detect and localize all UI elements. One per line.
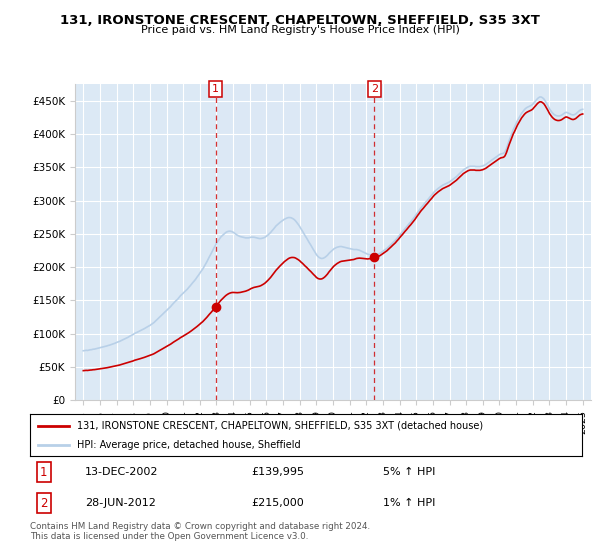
Text: 5% ↑ HPI: 5% ↑ HPI — [383, 467, 436, 477]
Text: 13-DEC-2002: 13-DEC-2002 — [85, 467, 158, 477]
Text: £215,000: £215,000 — [251, 498, 304, 508]
Text: £139,995: £139,995 — [251, 467, 304, 477]
Text: 131, IRONSTONE CRESCENT, CHAPELTOWN, SHEFFIELD, S35 3XT: 131, IRONSTONE CRESCENT, CHAPELTOWN, SHE… — [60, 14, 540, 27]
Text: Price paid vs. HM Land Registry's House Price Index (HPI): Price paid vs. HM Land Registry's House … — [140, 25, 460, 35]
Text: 2: 2 — [40, 497, 47, 510]
Text: This data is licensed under the Open Government Licence v3.0.: This data is licensed under the Open Gov… — [30, 532, 308, 541]
Text: 1: 1 — [212, 84, 219, 94]
Text: 1% ↑ HPI: 1% ↑ HPI — [383, 498, 436, 508]
Text: 1: 1 — [40, 465, 47, 479]
Text: 131, IRONSTONE CRESCENT, CHAPELTOWN, SHEFFIELD, S35 3XT (detached house): 131, IRONSTONE CRESCENT, CHAPELTOWN, SHE… — [77, 421, 483, 431]
Text: 28-JUN-2012: 28-JUN-2012 — [85, 498, 156, 508]
Text: Contains HM Land Registry data © Crown copyright and database right 2024.: Contains HM Land Registry data © Crown c… — [30, 522, 370, 531]
Text: 2: 2 — [371, 84, 378, 94]
Text: HPI: Average price, detached house, Sheffield: HPI: Average price, detached house, Shef… — [77, 440, 301, 450]
Bar — [215, 84, 374, 400]
